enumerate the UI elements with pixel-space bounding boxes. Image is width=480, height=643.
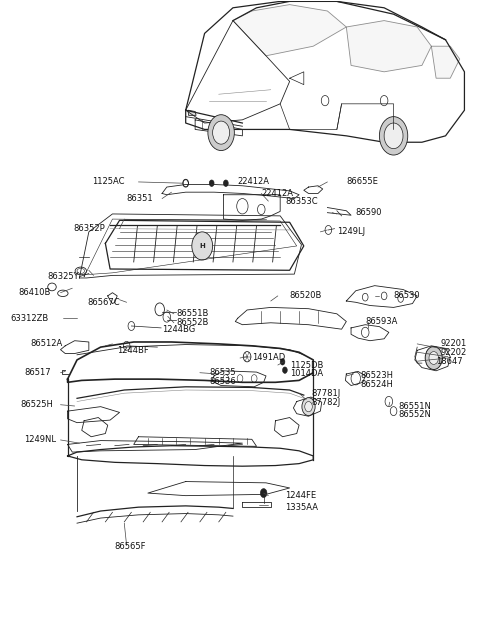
Circle shape xyxy=(305,401,312,412)
Text: 1335AA: 1335AA xyxy=(285,503,318,512)
Text: 86410B: 86410B xyxy=(19,288,51,297)
Text: 86523H: 86523H xyxy=(360,372,394,381)
Text: 1244BG: 1244BG xyxy=(162,325,195,334)
Text: H: H xyxy=(199,243,205,249)
Circle shape xyxy=(209,180,214,186)
Text: 1014DA: 1014DA xyxy=(289,370,323,379)
Text: 86524H: 86524H xyxy=(360,380,394,389)
Text: 86590: 86590 xyxy=(356,208,382,217)
Text: 1249NL: 1249NL xyxy=(24,435,56,444)
Text: 86552B: 86552B xyxy=(176,318,209,327)
Circle shape xyxy=(425,347,442,370)
Circle shape xyxy=(280,359,285,365)
Text: 86551B: 86551B xyxy=(176,309,209,318)
Text: 87782J: 87782J xyxy=(311,397,340,406)
Circle shape xyxy=(384,123,403,149)
Text: 1244BF: 1244BF xyxy=(117,346,149,355)
Text: 18647: 18647 xyxy=(436,357,463,366)
Circle shape xyxy=(302,397,315,415)
Circle shape xyxy=(213,121,229,144)
Circle shape xyxy=(224,180,228,186)
Circle shape xyxy=(260,489,267,498)
Text: 86351: 86351 xyxy=(126,194,153,203)
Text: 86352P: 86352P xyxy=(73,224,106,233)
Text: 86536: 86536 xyxy=(209,377,236,386)
Text: 1249LJ: 1249LJ xyxy=(337,228,365,237)
Text: 92201: 92201 xyxy=(441,340,467,349)
Circle shape xyxy=(208,114,234,150)
Text: 86530: 86530 xyxy=(394,291,420,300)
Text: 86567C: 86567C xyxy=(87,298,120,307)
Circle shape xyxy=(429,352,438,365)
Text: 86520B: 86520B xyxy=(289,291,322,300)
Text: 22412A: 22412A xyxy=(261,189,293,198)
Text: 86512A: 86512A xyxy=(31,340,63,349)
Text: 63312ZB: 63312ZB xyxy=(11,314,48,323)
Text: 1125AC: 1125AC xyxy=(92,177,124,186)
Circle shape xyxy=(192,232,213,260)
Text: 1491AD: 1491AD xyxy=(252,354,285,363)
Text: 87781J: 87781J xyxy=(311,389,340,398)
Text: 86353C: 86353C xyxy=(285,197,318,206)
Text: 86325Y: 86325Y xyxy=(48,272,79,281)
Polygon shape xyxy=(432,46,460,78)
Polygon shape xyxy=(347,21,432,72)
Text: 86593A: 86593A xyxy=(365,317,397,326)
Text: 86565F: 86565F xyxy=(115,542,146,551)
Text: 86517: 86517 xyxy=(24,368,51,377)
Circle shape xyxy=(379,116,408,155)
Text: 1125DB: 1125DB xyxy=(289,361,323,370)
Text: 86551N: 86551N xyxy=(398,401,431,410)
Polygon shape xyxy=(233,5,347,56)
Text: 1244FE: 1244FE xyxy=(285,491,316,500)
Text: 22412A: 22412A xyxy=(238,177,270,186)
Text: 86655E: 86655E xyxy=(347,177,378,186)
Text: 86525H: 86525H xyxy=(21,400,53,409)
Text: 86535: 86535 xyxy=(209,368,236,377)
Polygon shape xyxy=(188,110,196,115)
Text: 92202: 92202 xyxy=(441,348,467,357)
Text: 86552N: 86552N xyxy=(398,410,431,419)
Circle shape xyxy=(283,367,287,374)
